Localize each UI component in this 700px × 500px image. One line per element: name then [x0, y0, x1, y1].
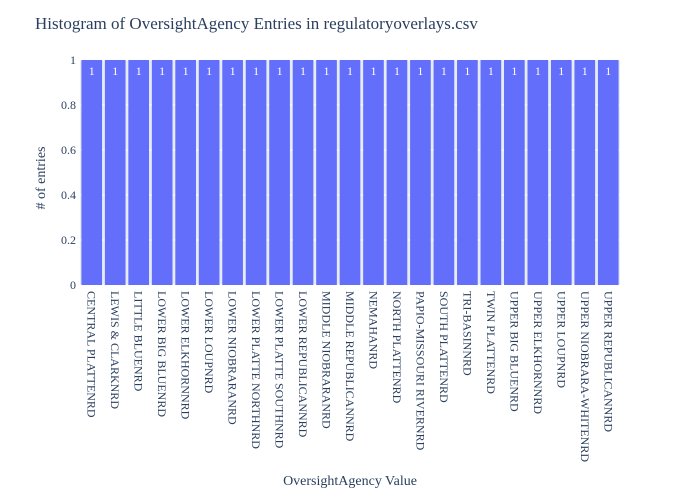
y-tick-label: 0.8 — [61, 98, 76, 112]
x-tick-label: MIDDLE REPUBLICANNRD — [343, 291, 357, 442]
bar-data-label: 1 — [441, 64, 447, 78]
bar — [457, 60, 478, 285]
bar-data-label: 1 — [136, 64, 142, 78]
bar — [339, 60, 361, 285]
bar — [198, 60, 220, 285]
bar — [104, 60, 126, 285]
bar-data-label: 1 — [582, 64, 588, 78]
bar-data-label: 1 — [300, 64, 306, 78]
bar — [480, 60, 502, 285]
bar — [222, 60, 243, 285]
x-tick-label: LOWER PLATTE NORTHNRD — [249, 291, 263, 449]
bar — [128, 60, 150, 285]
bar — [574, 60, 596, 285]
bar-data-label: 1 — [206, 64, 212, 78]
bar — [292, 60, 314, 285]
x-tick-label: LOWER REPUBLICANNRD — [296, 291, 310, 438]
y-tick-label: 1 — [70, 53, 76, 67]
y-tick-label: 0 — [70, 278, 76, 292]
bar-data-label: 1 — [277, 64, 283, 78]
x-tick-label: UPPER ELKHORNNRD — [531, 291, 545, 414]
bar-data-label: 1 — [89, 64, 95, 78]
bar-data-label: 1 — [417, 64, 423, 78]
x-tick-label: MIDDLE NIOBRARANRD — [320, 291, 334, 429]
y-tick-label: 0.2 — [61, 233, 76, 247]
chart-title: Histogram of OversightAgency Entries in … — [35, 14, 478, 33]
bar-data-label: 1 — [159, 64, 165, 78]
bar-data-label: 1 — [464, 64, 470, 78]
x-tick-label: LOWER PLATTE SOUTHNRD — [273, 291, 287, 449]
bar — [245, 60, 267, 285]
bar-data-label: 1 — [253, 64, 259, 78]
bar — [81, 60, 103, 285]
x-tick-label: NEMAHANRD — [366, 291, 380, 369]
x-tick-label: UPPER LOUPNRD — [554, 291, 568, 388]
bar — [550, 60, 572, 285]
x-axis-title: OversightAgency Value — [283, 474, 417, 489]
x-tick-label: LOWER ELKHORNNRD — [179, 291, 193, 420]
x-tick-label: LEWIS & CLARKNRD — [108, 291, 122, 409]
bar-data-label: 1 — [535, 64, 541, 78]
x-tick-label: TWIN PLATTENRD — [484, 291, 498, 394]
x-tick-label: LOWER BIG BLUENRD — [155, 291, 169, 417]
x-tick-label: LOWER LOUPNRD — [202, 291, 216, 394]
bar-data-label: 1 — [394, 64, 400, 78]
x-tick-label: UPPER NIOBRARA-WHITENRD — [578, 291, 592, 462]
bar-data-label: 1 — [183, 64, 189, 78]
y-tick-label: 0.4 — [61, 188, 76, 202]
bar — [433, 60, 455, 285]
x-tick-label: CENTRAL PLATTENRD — [85, 291, 99, 418]
bar — [363, 60, 384, 285]
x-tick-label: TRI-BASINNRD — [460, 291, 474, 376]
bar — [597, 60, 619, 285]
x-tick-label: UPPER BIG BLUENRD — [507, 291, 521, 412]
x-tick-label: NORTH PLATTENRD — [390, 291, 404, 404]
bar-data-label: 1 — [370, 64, 376, 78]
bar — [269, 60, 290, 285]
y-tick-label: 0.6 — [61, 143, 76, 157]
bar-data-label: 1 — [112, 64, 118, 78]
x-tick-label: SOUTH PLATTENRD — [437, 291, 451, 403]
bar-data-label: 1 — [605, 64, 611, 78]
x-tick-label: LITTLE BLUENRD — [132, 291, 146, 392]
x-tick-label: LOWER NIOBRARANRD — [226, 291, 240, 425]
bar-data-label: 1 — [347, 64, 353, 78]
bar — [386, 60, 408, 285]
bar-data-label: 1 — [558, 64, 564, 78]
bar — [151, 60, 173, 285]
bar-data-label: 1 — [488, 64, 494, 78]
bar-data-label: 1 — [230, 64, 236, 78]
bar — [175, 60, 196, 285]
x-tick-label: PAPIO-MISSOURI RIVERNRD — [413, 291, 427, 451]
bar — [504, 60, 525, 285]
x-tick-label: UPPER REPUBLICANNRD — [601, 291, 615, 432]
bar-data-label: 1 — [324, 64, 330, 78]
bar — [316, 60, 337, 285]
bar — [527, 60, 549, 285]
bar-data-label: 1 — [511, 64, 517, 78]
bar — [410, 60, 431, 285]
